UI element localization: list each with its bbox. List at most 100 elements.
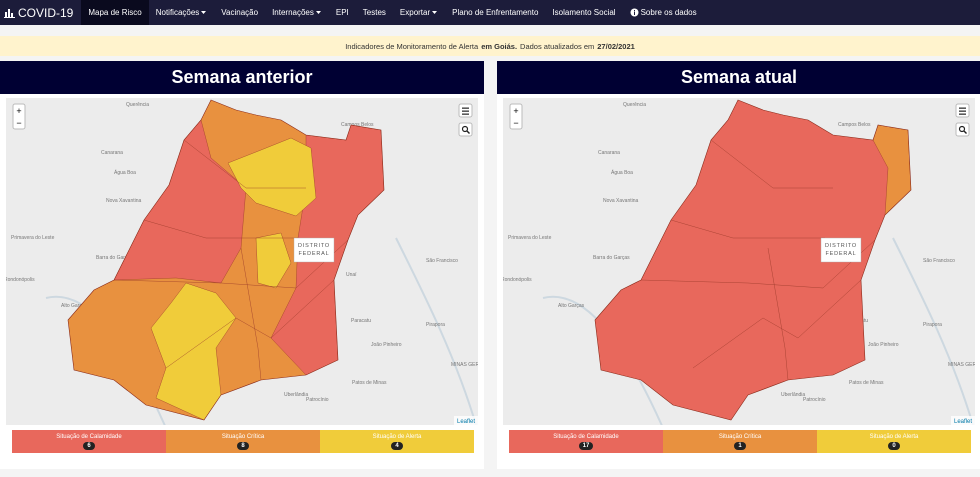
zoom-in[interactable]: + [16,106,21,116]
attribution[interactable]: Leaflet [954,419,972,425]
map-label: Água Boa [114,169,136,176]
regions [640,124,911,381]
map-label: Alto Garças [61,303,88,309]
map-label: Querência [126,102,149,108]
nav-label: Mapa de Risco [88,8,142,17]
map-label: Patos de Minas [352,380,387,386]
legend: Situação de Calamidade 6 Situação Crítica 8… [12,430,474,453]
map-label: Unaí [346,272,357,278]
map-label: Barra do Garças [593,255,630,261]
region-border [710,139,833,189]
search-icon [958,125,966,133]
map-label: Patos de Minas [849,380,884,386]
zoom-in[interactable]: + [513,106,518,116]
state-map: DISTRITO FEDERAL [67,99,385,421]
nav-item[interactable]: Vacinação [214,0,265,25]
layers-icon [462,113,469,115]
state-outline [67,99,385,421]
region-border [640,239,876,289]
zoom-out[interactable]: − [16,118,21,128]
map: Querência Canarana Água Boa Nova Xavantina P… [6,98,478,425]
attribution-bg [454,416,478,425]
search-button[interactable] [955,122,970,137]
nav-item[interactable]: Plano de Enfrentamento [445,0,545,25]
region-border [183,139,306,189]
panel-title: Semana anterior [0,61,484,94]
caret [201,10,207,14]
legend-item: Situação de Calamidade 17 [509,430,663,453]
map-label: Pirapora [426,322,445,328]
map-label: Patrocínio [803,397,826,403]
map-label: São Francisco [426,258,458,264]
nav-label: Internações [272,8,314,17]
brand[interactable]: COVID-19 [0,6,81,20]
nav-item[interactable]: Testes [356,0,393,25]
map-label: Querência [623,102,646,108]
nav-label: Exportar [399,8,431,17]
map-label: João Pinheiro [868,342,899,348]
chart-icon [4,8,15,18]
alert-date: 27/02/2021 [597,41,635,51]
attribution-bg [951,416,975,425]
nav-label: Isolamento Social [552,8,616,17]
layers-icon [959,110,966,112]
map-label: Rondonópolis [503,277,532,283]
nav-item[interactable]: Exportar [393,0,445,25]
search-icon [461,125,469,133]
nav-item[interactable]: Internações [265,0,329,25]
caret [315,10,321,14]
district-label: FEDERAL [826,251,857,257]
legend-item: Situação de Calamidade 6 [12,430,166,453]
alert-text: Dados atualizados em [520,41,595,51]
nav-item[interactable]: Sobre os dados [623,0,704,25]
attribution[interactable]: Leaflet [457,419,475,425]
nav-label: EPI [335,8,349,17]
alert-bold: em Goiás. [481,41,518,51]
region-border [165,279,335,369]
map-label: Alto Garças [558,303,585,309]
nav-item[interactable]: Notificações [149,0,215,25]
region-border [670,219,825,239]
district-label: FEDERAL [299,251,330,257]
layers-icon [462,107,469,109]
map-label: Uberlândia [781,392,805,398]
panel-title: Semana atual [497,61,980,94]
nav-item[interactable]: Mapa de Risco [81,0,149,25]
map-label: João Pinheiro [371,342,402,348]
map-label: Nova Xavantina [603,198,639,204]
zoom-out[interactable]: − [513,118,518,128]
alert-bar: Indicadores de Monitoramento de Alerta e… [0,36,980,56]
state-map: DISTRITO FEDERAL [594,99,912,421]
search-button[interactable] [458,122,473,137]
legend-count: 1 [734,441,746,450]
nav-label: Plano de Enfrentamento [452,8,539,17]
nav-item[interactable]: EPI [329,0,356,25]
map-panel: Semana atual Querência Canarana Água Boa Nov… [497,61,980,469]
legend-label: Situação de Alerta [372,433,422,440]
map-label: Nova Xavantina [106,198,142,204]
map-label: Pirapora [923,322,942,328]
map-label: São Francisco [923,258,955,264]
legend-count: 6 [83,441,95,450]
layers-icon [462,110,469,112]
map-label: Primavera do Leste [508,235,552,241]
map-label: Barra do Garças [96,255,133,261]
legend-item: Situação de Alerta 4 [320,430,474,453]
region [255,232,292,289]
alert-text: Indicadores de Monitoramento de Alerta [345,41,479,51]
district-box [293,237,335,263]
icon-i [633,11,635,15]
legend-label: Situação Crítica [221,433,265,440]
map-label: MINAS GERAIS [948,362,975,368]
caret-shape [201,10,207,14]
nav-label: Notificações [155,8,200,17]
legend-label: Situação de Alerta [869,433,919,440]
legend-count: 17 [578,441,594,450]
info-icon [630,8,639,17]
region-border [767,247,789,381]
nav-item[interactable]: Isolamento Social [545,0,622,25]
district-label: DISTRITO [298,243,330,249]
map-panel: Semana anterior Querência Canarana Água Boa… [0,61,484,469]
map-label: Patrocínio [306,397,329,403]
